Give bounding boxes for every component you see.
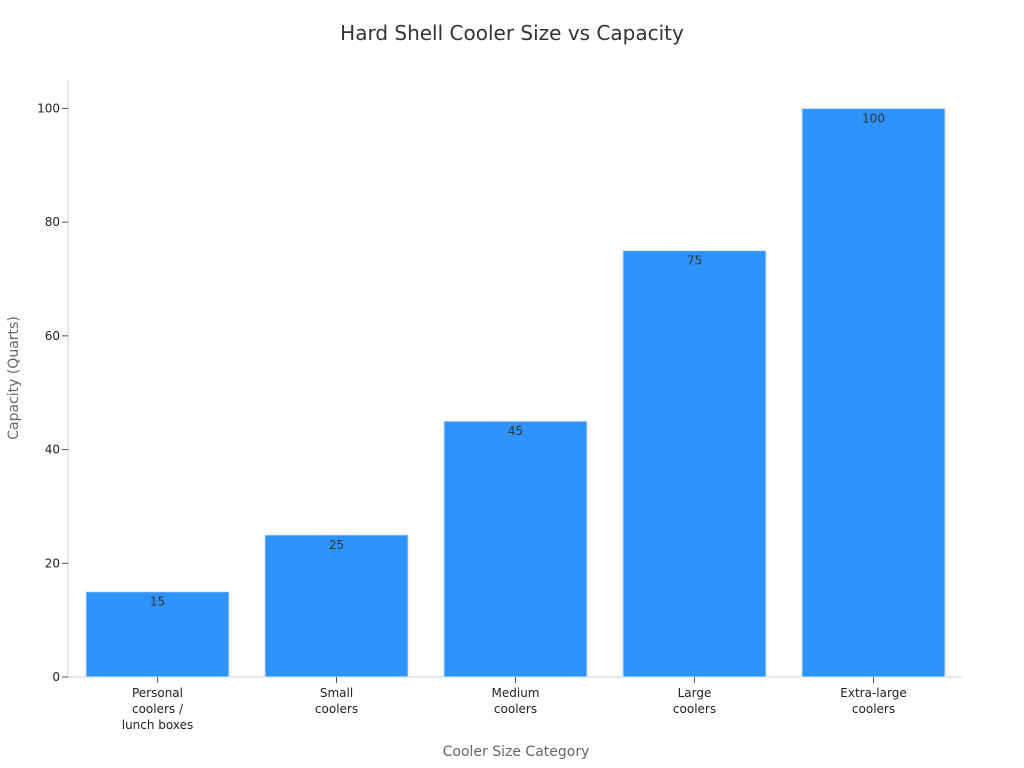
y-axis-title: Capacity (Quarts) [6, 316, 22, 440]
x-tick-label-line: Extra-large [840, 686, 906, 700]
bar-data-label: 75 [687, 254, 702, 268]
x-tick-label: Small coolers [315, 686, 358, 716]
x-tick-label: Medium coolers [492, 686, 540, 716]
y-tick-label: 100 [37, 101, 60, 115]
bar [264, 534, 409, 678]
bar [801, 107, 946, 678]
bar [85, 591, 230, 678]
x-tick-label-line: coolers [852, 702, 895, 716]
bar [443, 420, 588, 678]
x-tick-label-line: Personal [132, 686, 183, 700]
x-tick-label-line: coolers [494, 702, 537, 716]
x-tick-label-line: coolers / [132, 702, 184, 716]
y-tick-label: 60 [45, 329, 60, 343]
bar-data-label: 45 [508, 424, 523, 438]
x-tick-label-line: coolers [315, 702, 358, 716]
x-tick-label: Personal coolers / lunch boxes [122, 686, 194, 732]
plot-area: 0 20 40 60 80 100 15 Personal coolers / lunch box… [37, 80, 963, 732]
x-tick-label-line: lunch boxes [122, 718, 194, 732]
chart-title: Hard Shell Cooler Size vs Capacity [340, 21, 684, 45]
x-tick-label-line: Medium [492, 686, 540, 700]
y-tick-label: 20 [45, 556, 60, 570]
x-tick-label-line: Small [320, 686, 353, 700]
x-tick-label-line: coolers [673, 702, 716, 716]
x-tick-label: Extra-large coolers [840, 686, 906, 716]
bar-data-label: 25 [329, 538, 344, 552]
y-tick-label: 40 [45, 443, 60, 457]
bar-data-label: 100 [862, 111, 885, 125]
x-tick-label: Large coolers [673, 686, 716, 716]
x-axis-title: Cooler Size Category [443, 744, 590, 760]
y-tick-label: 80 [45, 215, 60, 229]
x-tick-label-line: Large [678, 686, 712, 700]
y-tick-label: 0 [52, 670, 60, 684]
bar [622, 250, 767, 678]
bar-data-label: 15 [150, 595, 165, 609]
